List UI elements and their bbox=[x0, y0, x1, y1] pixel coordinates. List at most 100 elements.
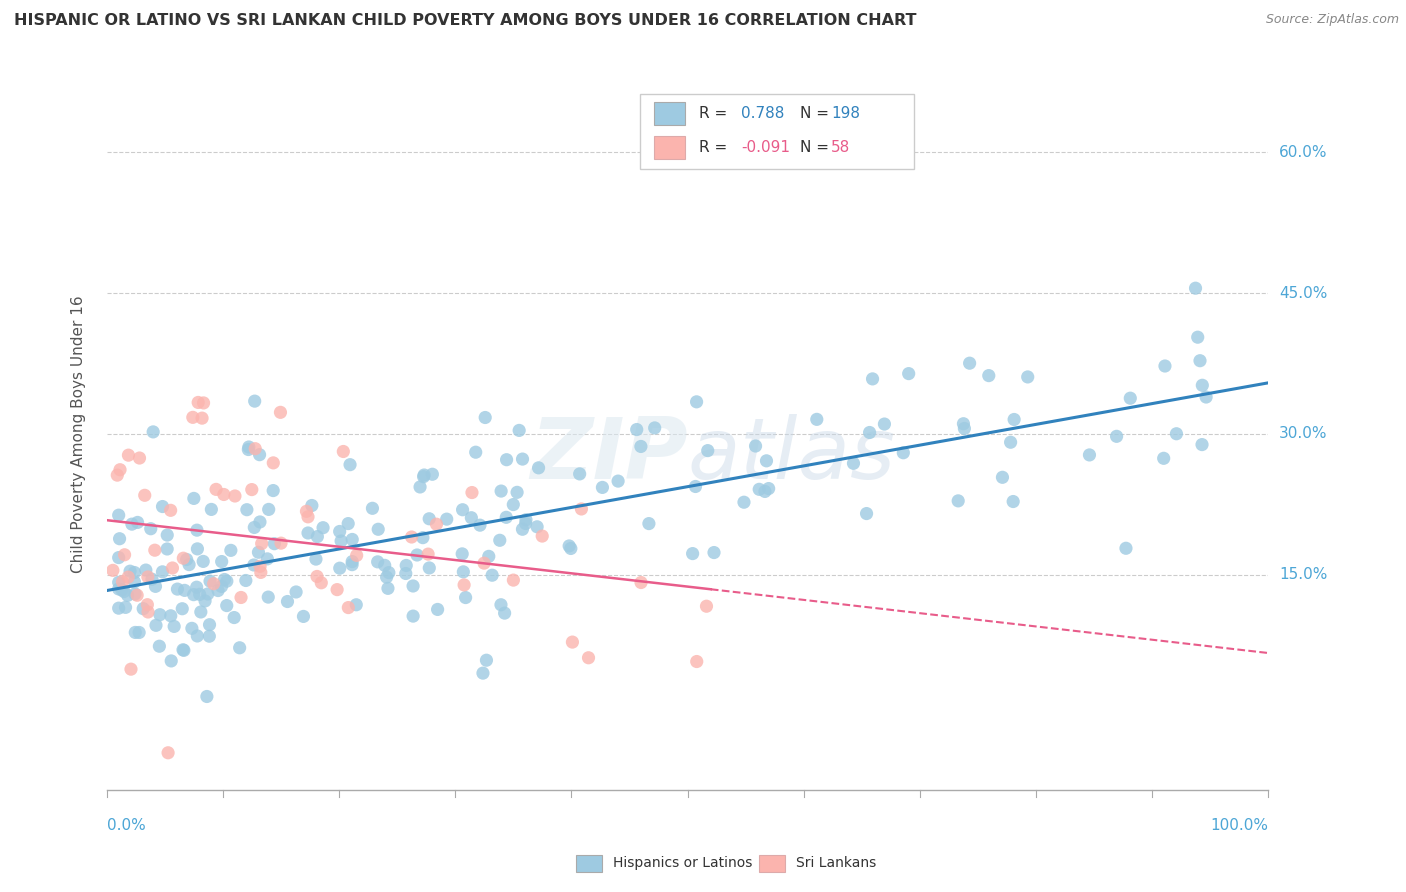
Point bbox=[128, 625, 150, 640]
Point bbox=[148, 639, 170, 653]
Point bbox=[460, 510, 482, 524]
Point bbox=[526, 520, 548, 534]
Point bbox=[1153, 451, 1175, 466]
Point bbox=[145, 579, 167, 593]
Point bbox=[205, 483, 228, 497]
Point bbox=[173, 643, 195, 657]
Point bbox=[453, 578, 475, 592]
Point bbox=[181, 410, 204, 425]
Point bbox=[156, 528, 179, 542]
Point bbox=[285, 585, 308, 599]
Point bbox=[412, 531, 434, 545]
Point bbox=[991, 470, 1014, 484]
Point bbox=[425, 517, 447, 532]
Point bbox=[375, 570, 398, 584]
Point bbox=[236, 502, 259, 516]
Point bbox=[127, 516, 149, 530]
Point bbox=[249, 515, 271, 529]
Point bbox=[311, 575, 333, 590]
Point bbox=[295, 504, 318, 518]
Point bbox=[478, 549, 501, 564]
Point bbox=[180, 621, 202, 635]
Point bbox=[1115, 541, 1137, 556]
Point bbox=[297, 526, 319, 541]
Point bbox=[558, 539, 581, 553]
Point bbox=[149, 607, 172, 622]
Text: Source: ZipAtlas.com: Source: ZipAtlas.com bbox=[1265, 13, 1399, 27]
Point bbox=[682, 547, 704, 561]
Point bbox=[152, 500, 174, 514]
Point bbox=[214, 573, 236, 587]
Point bbox=[502, 498, 524, 512]
Point bbox=[198, 617, 221, 632]
Point bbox=[806, 412, 828, 426]
Point bbox=[758, 482, 780, 496]
Point bbox=[111, 574, 134, 589]
Point bbox=[395, 558, 418, 573]
Point bbox=[495, 452, 517, 467]
Point bbox=[139, 522, 162, 536]
Text: 0.788: 0.788 bbox=[741, 106, 785, 120]
Point bbox=[250, 566, 273, 580]
Text: ZIP: ZIP bbox=[530, 414, 688, 497]
Point bbox=[215, 574, 238, 589]
Point bbox=[257, 590, 280, 604]
Point bbox=[561, 635, 583, 649]
Point bbox=[1105, 429, 1128, 443]
Text: 58: 58 bbox=[831, 140, 851, 154]
Point bbox=[276, 594, 298, 608]
Point bbox=[177, 558, 200, 572]
Point bbox=[744, 439, 766, 453]
Point bbox=[159, 503, 181, 517]
Point bbox=[560, 541, 582, 556]
Point bbox=[1002, 494, 1025, 508]
Point bbox=[186, 580, 208, 594]
Point bbox=[135, 563, 157, 577]
Point bbox=[644, 421, 666, 435]
Text: atlas: atlas bbox=[688, 414, 896, 497]
Point bbox=[436, 512, 458, 526]
Point bbox=[124, 625, 146, 640]
Point bbox=[166, 582, 188, 596]
Point bbox=[703, 545, 725, 559]
Point bbox=[489, 484, 512, 499]
Point bbox=[136, 605, 159, 619]
Point bbox=[454, 591, 477, 605]
Point bbox=[464, 445, 486, 459]
Point bbox=[489, 598, 512, 612]
Point bbox=[1191, 437, 1213, 451]
Point bbox=[250, 536, 273, 550]
Point bbox=[891, 446, 914, 460]
Point bbox=[329, 561, 352, 575]
Point bbox=[630, 440, 652, 454]
Point bbox=[120, 564, 142, 578]
Point bbox=[1188, 353, 1211, 368]
Point bbox=[402, 609, 425, 624]
Point bbox=[474, 410, 496, 425]
Point bbox=[307, 530, 329, 544]
Point bbox=[696, 443, 718, 458]
Point bbox=[183, 491, 205, 506]
Point bbox=[1078, 448, 1101, 462]
Point bbox=[481, 568, 503, 582]
Point bbox=[107, 601, 129, 615]
Point bbox=[156, 541, 179, 556]
Point bbox=[1166, 426, 1188, 441]
Point bbox=[862, 372, 884, 386]
Point bbox=[114, 600, 136, 615]
Point bbox=[101, 563, 124, 577]
Point bbox=[451, 502, 474, 516]
Point bbox=[305, 552, 328, 566]
Point bbox=[453, 565, 475, 579]
Point bbox=[262, 456, 284, 470]
Point bbox=[312, 521, 335, 535]
Point bbox=[107, 575, 129, 590]
Point bbox=[413, 468, 436, 483]
Point bbox=[160, 654, 183, 668]
Point bbox=[494, 606, 516, 620]
Point bbox=[256, 552, 278, 566]
Point bbox=[207, 583, 229, 598]
Point bbox=[193, 554, 215, 568]
Point bbox=[626, 423, 648, 437]
Point bbox=[211, 579, 233, 593]
